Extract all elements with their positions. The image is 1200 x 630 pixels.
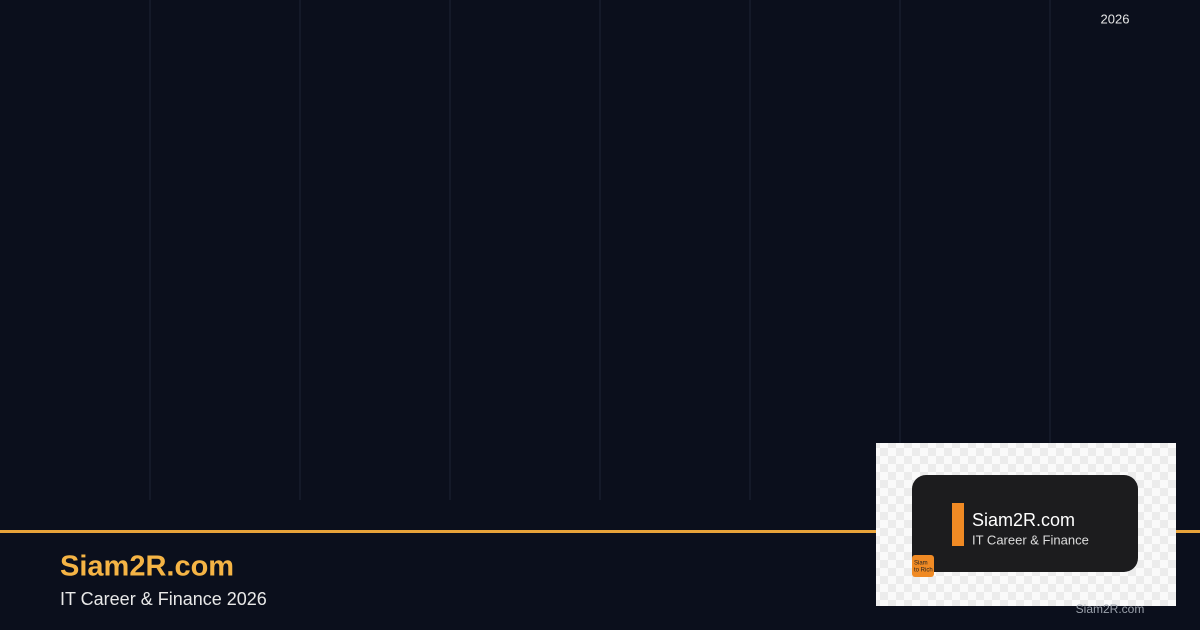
footer-subtitle: IT Career & Finance 2026 — [60, 589, 267, 609]
logo-overlay: Siam2R.com IT Career & Finance Siam to R… — [876, 443, 1176, 606]
vertical-grid — [149, 0, 1051, 500]
badge-text: Siam — [914, 561, 928, 567]
footer-title: Siam2R.com — [60, 551, 234, 583]
logo-subtitle: IT Career & Finance — [972, 532, 1089, 547]
corner-label: 2026 — [1101, 11, 1130, 26]
badge-text: to Rich — [914, 568, 933, 574]
divider — [0, 530, 1200, 533]
logo-title: Siam2R.com — [972, 510, 1075, 530]
logo-caption: Siam2R.com — [1076, 602, 1145, 616]
